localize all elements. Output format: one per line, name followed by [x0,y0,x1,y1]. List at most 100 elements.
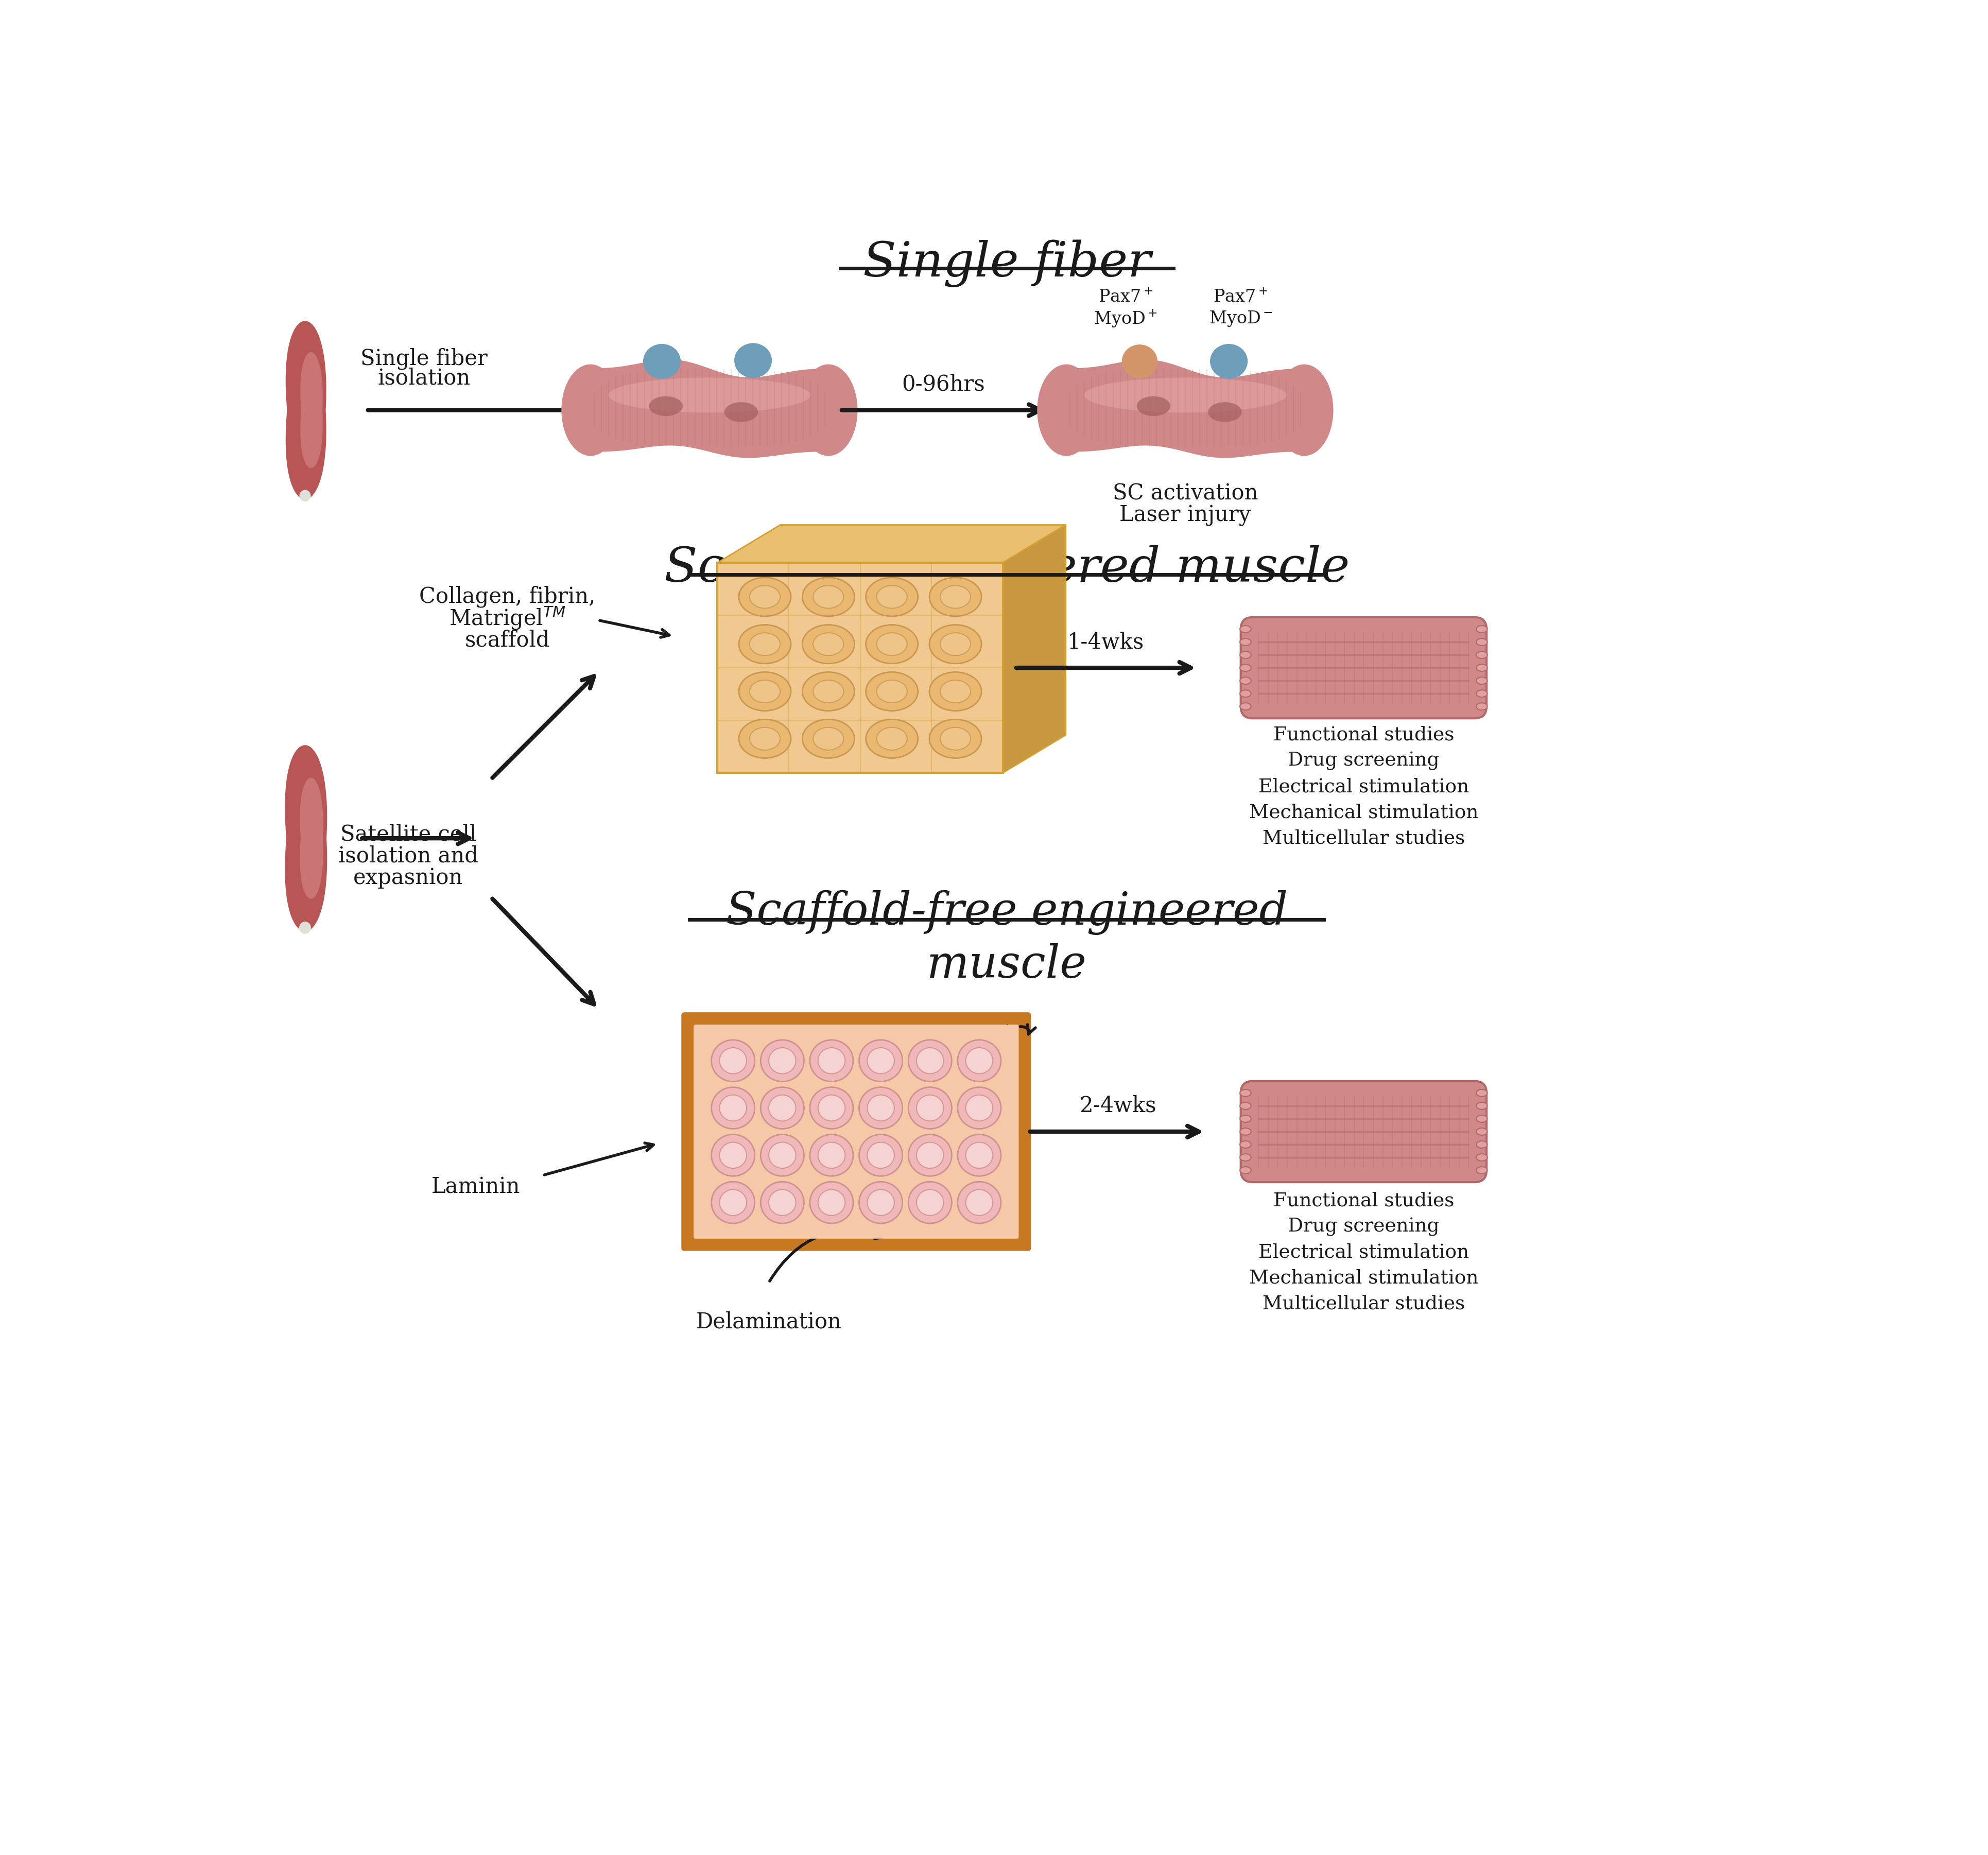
Point [1129,358,1153,380]
Text: Electrical stimulation: Electrical stimulation [1258,1243,1469,1261]
Ellipse shape [817,1143,845,1169]
Point [1342,692,1366,714]
Point [761,434,785,456]
Point [747,360,771,382]
Text: Matrigel$^{TM}$: Matrigel$^{TM}$ [449,605,565,631]
Point [1107,360,1131,382]
Ellipse shape [916,1189,944,1215]
Point [690,434,714,456]
Point [1322,1085,1346,1107]
Ellipse shape [928,577,982,616]
Ellipse shape [1209,403,1241,421]
Point [1246,683,1270,705]
Point [1314,1156,1338,1178]
Ellipse shape [1475,1167,1487,1174]
Point [777,432,801,454]
Point [1246,670,1270,692]
Point [1159,358,1183,380]
Ellipse shape [1241,703,1250,710]
Point [1223,434,1246,456]
Point [1072,425,1095,447]
Point [1274,1085,1298,1107]
Point [1288,382,1312,404]
Ellipse shape [966,1143,992,1169]
Ellipse shape [916,1143,944,1169]
Point [1203,358,1227,380]
Text: Electrical stimulation: Electrical stimulation [1258,777,1469,796]
Ellipse shape [877,633,907,655]
Text: Mechanical stimulation: Mechanical stimulation [1248,1269,1477,1287]
Ellipse shape [1241,1154,1250,1161]
Ellipse shape [877,586,907,608]
Ellipse shape [867,1048,895,1074]
Point [1246,1094,1270,1117]
Point [1256,1156,1280,1178]
Point [720,358,744,380]
Point [1457,1094,1481,1117]
Point [654,434,678,456]
Point [646,360,670,382]
Ellipse shape [801,720,855,759]
Ellipse shape [608,378,811,412]
Ellipse shape [909,1135,952,1176]
Ellipse shape [1475,1115,1487,1122]
Point [1380,1156,1404,1178]
Text: Drug screening: Drug screening [1288,1217,1439,1235]
Point [1457,1133,1481,1156]
Point [777,362,801,384]
Ellipse shape [749,586,779,608]
Point [1380,1085,1404,1107]
Point [668,434,692,456]
Point [1362,692,1386,714]
Point [662,434,686,456]
Text: Scaffold engineered muscle: Scaffold engineered muscle [664,545,1350,592]
Text: SC activation: SC activation [1111,482,1258,505]
Point [706,605,730,627]
Ellipse shape [300,490,310,501]
Ellipse shape [1241,677,1250,684]
Ellipse shape [1241,651,1250,659]
Ellipse shape [720,1048,746,1074]
Ellipse shape [958,1182,1000,1222]
Ellipse shape [298,922,310,933]
Point [1400,621,1423,644]
Point [1123,434,1147,456]
Point [1314,621,1338,644]
Point [1370,692,1394,714]
Point [1246,1146,1270,1169]
FancyBboxPatch shape [682,1013,1030,1250]
Ellipse shape [761,1135,803,1176]
Point [849,762,873,785]
Point [1274,369,1298,391]
Point [1457,1120,1481,1143]
Ellipse shape [865,720,918,759]
Point [769,432,793,454]
Point [1181,358,1205,380]
Ellipse shape [561,364,620,456]
Point [1079,429,1103,451]
Point [604,365,628,388]
Ellipse shape [801,672,855,710]
Point [1370,1156,1394,1178]
Point [1072,369,1095,391]
Point [1266,365,1290,388]
Point [1107,434,1131,456]
Point [1252,432,1276,454]
Point [918,762,942,785]
Point [1457,657,1481,679]
Point [1294,1085,1318,1107]
Point [626,362,650,384]
Point [1079,365,1103,388]
Ellipse shape [712,1041,755,1081]
Text: Delamination: Delamination [696,1311,841,1332]
Point [1129,434,1153,456]
Point [1256,621,1280,644]
Point [1294,1156,1318,1178]
Point [1417,1156,1441,1178]
Point [1457,692,1481,714]
Point [1390,621,1413,644]
Point [676,434,700,456]
Point [1209,358,1233,380]
Point [618,362,642,384]
Point [596,425,620,447]
